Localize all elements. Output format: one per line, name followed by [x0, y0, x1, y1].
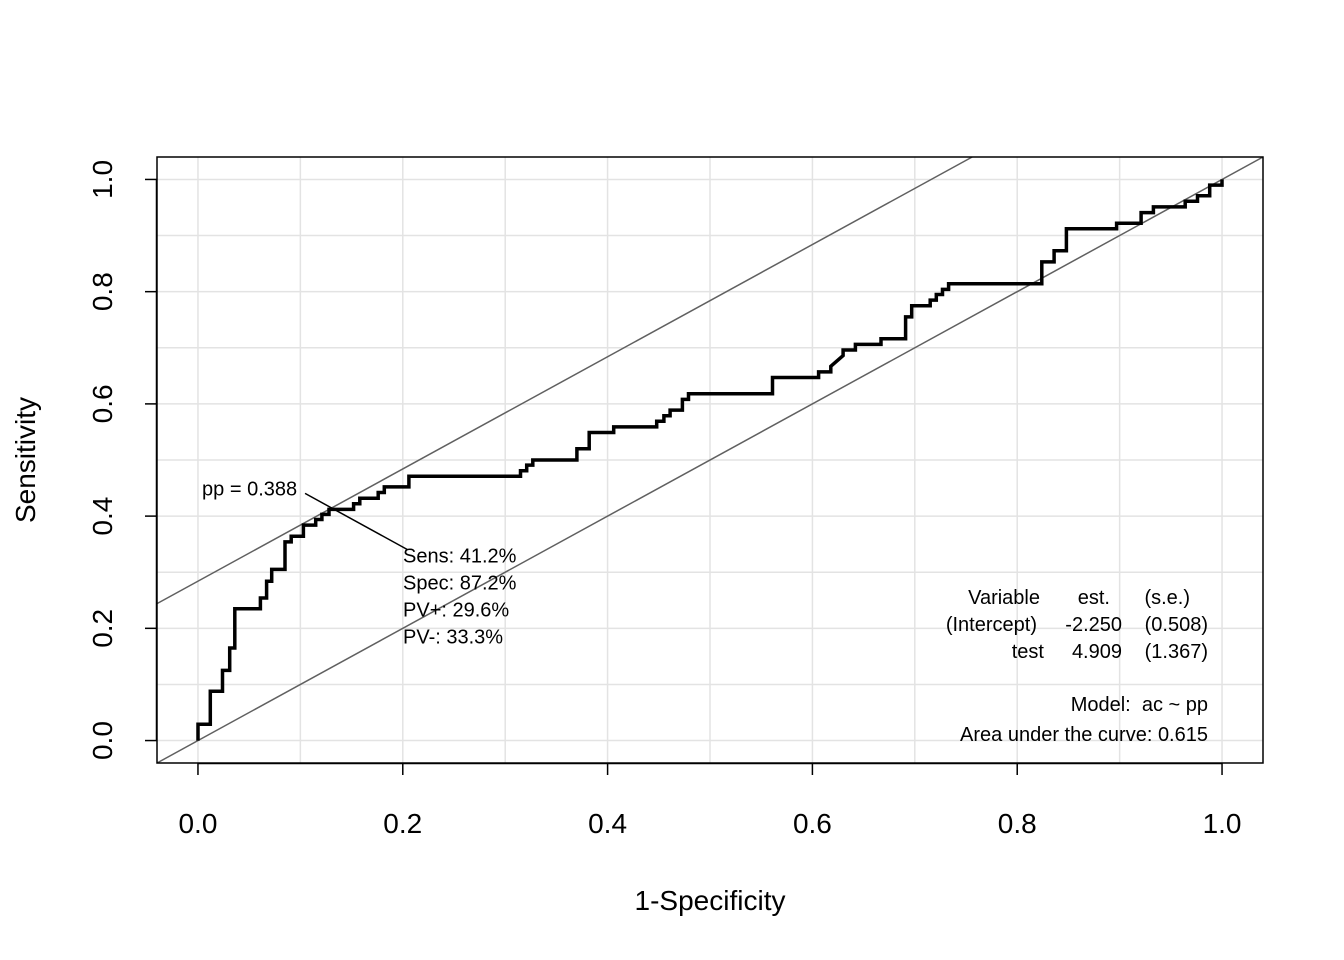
- coef-header-variable: Variable: [968, 587, 1040, 609]
- roc-curve: [196, 179, 1224, 741]
- x-tick-label: 1.0: [1203, 808, 1242, 839]
- x-axis: 0.0 0.2 0.4 0.6 0.8 1.0: [178, 762, 1242, 839]
- coef-row-se: (0.508): [1145, 614, 1208, 636]
- x-tick-label: 0.4: [588, 808, 627, 839]
- cutoff-sensitivity: Sens: 41.2%: [403, 545, 517, 567]
- y-tick-label: 0.2: [87, 609, 118, 648]
- coef-row-name: (Intercept): [946, 614, 1037, 636]
- reference-line: [156, 156, 1264, 764]
- reference-line: [156, 156, 973, 605]
- cutoff-npv: PV-: 33.3%: [403, 626, 503, 648]
- coef-row-se: (1.367): [1145, 641, 1208, 663]
- model-formula: Model: ac ~ pp: [1071, 694, 1208, 716]
- x-tick-label: 0.0: [178, 808, 217, 839]
- coef-row-est: 4.909: [1072, 641, 1122, 663]
- cutoff-leader-line: [304, 492, 408, 551]
- reference-lines: [156, 156, 1264, 764]
- grid: [157, 157, 1263, 763]
- coefficient-table: Variable est. (s.e.) (Intercept) -2.250 …: [946, 587, 1208, 663]
- y-tick-label: 0.6: [87, 384, 118, 423]
- auc-text: Area under the curve: 0.615: [960, 724, 1208, 746]
- y-axis: 0.0 0.2 0.4 0.6 0.8 1.0: [87, 160, 158, 760]
- coef-header-est: est.: [1078, 587, 1110, 609]
- cutoff-specificity: Spec: 87.2%: [403, 572, 517, 594]
- x-tick-label: 0.2: [383, 808, 422, 839]
- y-tick-label: 0.0: [87, 721, 118, 760]
- cutoff-label: pp = 0.388: [202, 478, 297, 500]
- coef-header-se: (s.e.): [1144, 587, 1190, 609]
- y-tick-label: 0.8: [87, 272, 118, 311]
- y-tick-label: 0.4: [87, 497, 118, 536]
- y-tick-label: 1.0: [87, 160, 118, 199]
- x-tick-label: 0.8: [998, 808, 1037, 839]
- cutoff-ppv: PV+: 29.6%: [403, 599, 509, 621]
- coef-row-est: -2.250: [1065, 614, 1122, 636]
- coef-row-name: test: [1012, 641, 1045, 663]
- x-tick-label: 0.6: [793, 808, 832, 839]
- y-axis-title: Sensitivity: [10, 397, 41, 523]
- x-axis-title: 1-Specificity: [635, 885, 786, 916]
